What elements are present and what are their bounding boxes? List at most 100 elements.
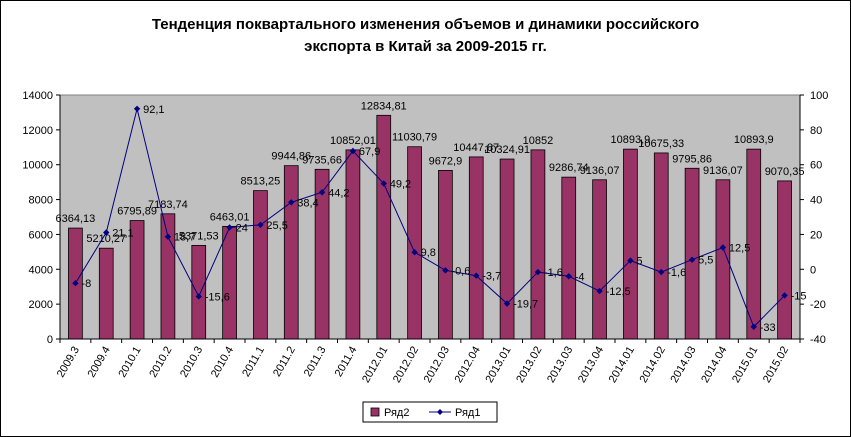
bar-value-label: 10447,87 (453, 142, 499, 154)
left-axis-tick-label: 0 (47, 334, 53, 346)
bar-value-label: 10324,91 (484, 144, 530, 156)
chart-title-line1: Тенденция поквартального изменения объем… (151, 16, 700, 33)
bar (592, 179, 607, 340)
x-axis: 2009.3 2009.4 2010.1 2010.2 2010.3 2010.4 2011… (55, 338, 801, 385)
legend-swatch-marker (437, 409, 443, 415)
right-axis-tick-label: 40 (810, 195, 822, 207)
line-marker (688, 256, 696, 263)
bar (530, 149, 546, 340)
bar-value-label: 6463,01 (210, 211, 250, 223)
bar (623, 148, 638, 340)
line-value-label: 18,7 (174, 232, 195, 244)
left-axis-tick-label: 2000 (29, 299, 53, 311)
line-value-label: -3,7 (482, 271, 501, 283)
line-value-label: 21,1 (112, 228, 133, 240)
line-marker (411, 249, 418, 256)
bar (345, 149, 361, 340)
legend-label: Ряд2 (384, 407, 409, 419)
bar-value-label: 10893,9 (734, 134, 774, 146)
bar-value-label: 10852 (523, 135, 554, 147)
line-path (74, 108, 785, 328)
legend: Ряд2 Ряд1 (362, 401, 498, 423)
left-axis: 0 2000 4000 6000 8000 10000 12000 14000 (22, 90, 61, 346)
line-value-label: 67,9 (359, 146, 380, 158)
x-axis-tick-label: 2009.3 (55, 345, 82, 380)
line-marker (565, 273, 572, 280)
bar (653, 152, 669, 340)
x-axis-tick-label: 2010.4 (209, 345, 236, 380)
line-marker (349, 147, 357, 155)
x-axis-tick-label: 2010.2 (147, 345, 174, 380)
bar-value-label: 9136,07 (580, 165, 620, 177)
line-value-label: 44,2 (328, 187, 349, 199)
bar-value-label: 9672,9 (429, 155, 463, 167)
line-value-label: 5,5 (698, 255, 713, 267)
left-axis-tick-label: 14000 (22, 90, 53, 102)
bar (160, 213, 176, 340)
line-marker (442, 267, 449, 274)
bar (684, 167, 700, 340)
bar (407, 146, 422, 340)
bar (283, 165, 299, 340)
line-value-label: -15,6 (205, 291, 230, 303)
right-axis-tick-label: 0 (810, 264, 816, 276)
line-value-label: 49,2 (390, 179, 411, 191)
bar-value-label: 9136,07 (703, 165, 743, 177)
line-value-label: -33 (760, 322, 776, 334)
legend-label: Ряд1 (455, 407, 480, 419)
line-series (72, 105, 788, 330)
bar (499, 158, 515, 340)
bar-value-label: 9070,35 (765, 166, 805, 178)
line-marker (288, 199, 295, 206)
line-value-label: -15 (791, 290, 807, 302)
line-value-label: -19,7 (513, 299, 538, 311)
line-marker (781, 292, 788, 299)
x-axis-tick-label: 2011.2 (271, 345, 298, 379)
line-value-label: 92,1 (143, 104, 164, 116)
line-value-label: -12,5 (606, 286, 631, 298)
x-axis-tick-label: 2012.04 (453, 345, 483, 385)
line-marker (596, 287, 603, 295)
right-axis-tick-label: 20 (810, 229, 822, 241)
bar (98, 247, 114, 340)
bar (468, 156, 484, 340)
right-axis-tick-label: 60 (810, 160, 822, 172)
x-axis-tick-label: 2011.4 (333, 345, 360, 379)
bar-value-label: 8513,25 (241, 176, 281, 188)
left-axis-tick-label: 4000 (29, 264, 53, 276)
line-marker (627, 257, 634, 264)
bar-value-label: 9944,86 (271, 151, 311, 163)
bar (253, 190, 268, 340)
bar (561, 176, 577, 340)
bar-value-label: 5210,27 (86, 233, 126, 245)
x-axis-tick-label: 2011.1 (240, 345, 267, 379)
line-value-label: -4 (575, 271, 585, 283)
x-axis-tick-label: 2012.02 (391, 345, 421, 385)
line-marker (503, 300, 511, 307)
line-value-label: 5 (636, 256, 642, 268)
bar-value-label: 9286,74 (549, 162, 589, 174)
bar-value-label: 6364,13 (56, 213, 96, 225)
right-axis-tick-label: -40 (810, 334, 826, 346)
right-axis-tick-label: -20 (810, 299, 826, 311)
line-value-label: 38,4 (297, 197, 318, 209)
x-axis-tick-label: 2013.02 (514, 345, 544, 385)
x-axis-tick-label: 2014.02 (638, 345, 668, 385)
line-value-label: -1,6 (544, 267, 563, 279)
x-axis-tick-label: 2012.01 (360, 345, 390, 385)
x-axis-tick-label: 2014.01 (607, 345, 637, 385)
line-value-label: 25,5 (266, 220, 287, 232)
line-value-label: 9,8 (421, 247, 436, 259)
x-axis-tick-label: 2014.03 (668, 345, 698, 385)
right-axis-tick-label: 80 (810, 125, 822, 137)
line-marker (658, 268, 665, 276)
bar-value-label: 9795,86 (672, 153, 712, 165)
line-value-label: -8 (81, 278, 91, 290)
chart-title-line2: экспорта в Китай за 2009-2015 гг. (304, 38, 547, 55)
line-marker (226, 224, 233, 231)
line-marker (750, 323, 757, 330)
line-marker (103, 229, 110, 236)
x-axis-tick-label: 2011.3 (302, 345, 329, 379)
bar-value-label: 10852,01 (330, 135, 376, 147)
